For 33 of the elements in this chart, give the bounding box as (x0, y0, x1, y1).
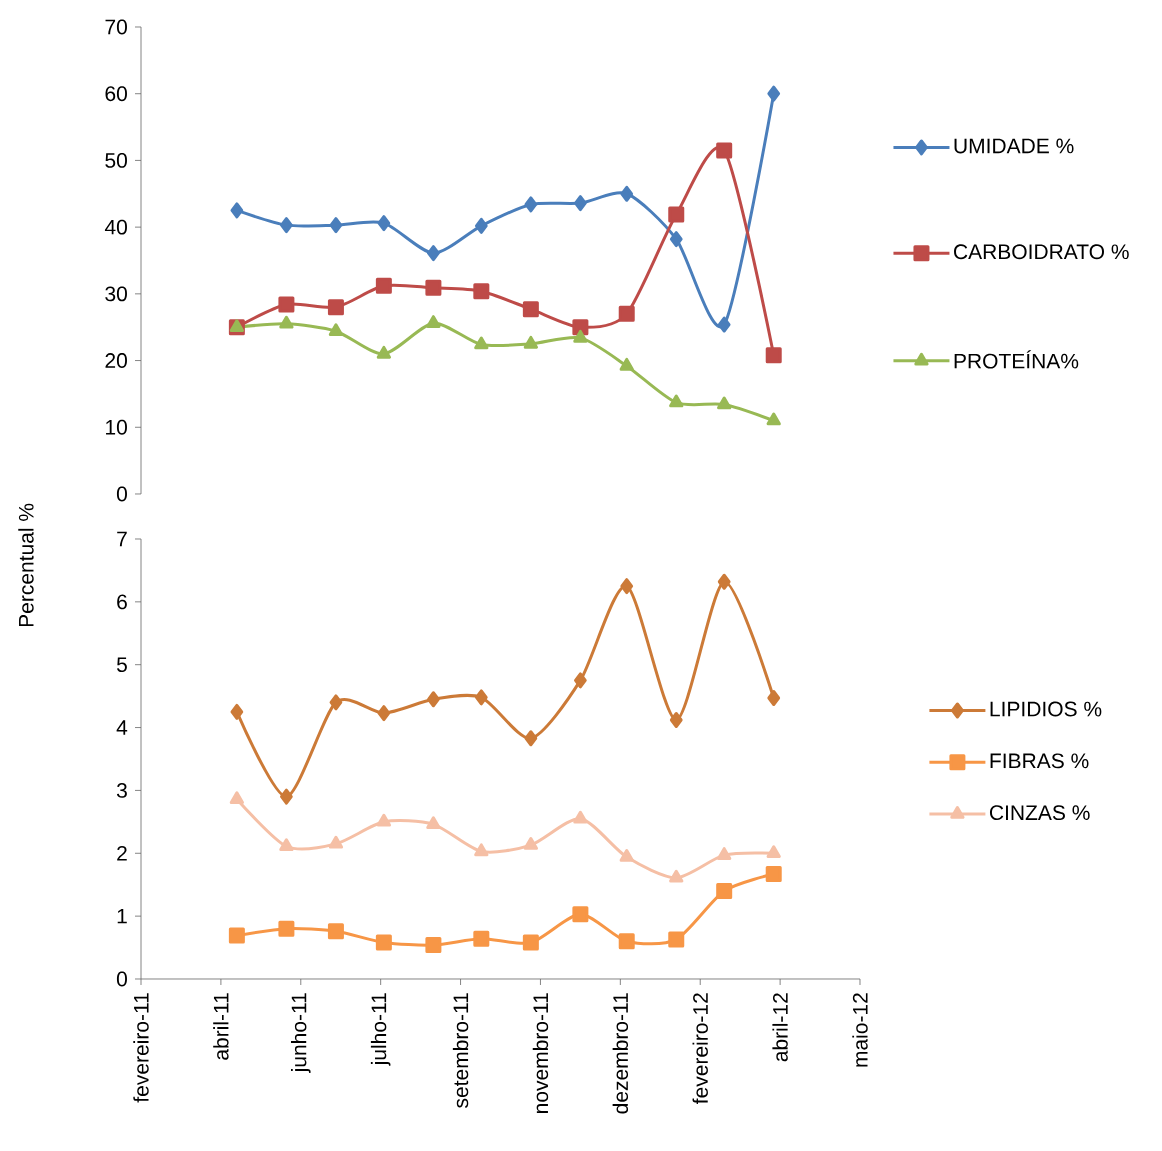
x-tick-label: fevereiro-11 (133, 993, 149, 1103)
y-tick-label: 0 (116, 486, 127, 502)
y-tick-label: 20 (105, 353, 127, 368)
y-tick-label: 2 (117, 845, 127, 861)
y-tick-label: 40 (104, 219, 127, 235)
legend-label: PROTEÍNA% (954, 350, 1079, 369)
y-tick-label: 6 (117, 594, 127, 610)
legend-label: CARBOIDRATO % (954, 244, 1129, 260)
y-tick-label: 0 (116, 971, 127, 987)
legend-label: UMIDADE % (954, 138, 1074, 154)
x-tick-label: abril-11 (213, 993, 229, 1060)
legend-label: FIBRAS % (990, 753, 1089, 769)
x-tick-label: junho-11 (291, 993, 311, 1073)
y-tick-label: 7 (117, 531, 127, 547)
x-tick-label: novembro-11 (532, 993, 549, 1113)
x-tick-label: setembro-11 (452, 993, 469, 1108)
x-tick-label: maio-12 (852, 993, 868, 1067)
y-tick-label: 5 (116, 657, 127, 673)
y-tick-label: 1 (117, 908, 127, 924)
legend-label: CINZAS % (989, 805, 1090, 821)
x-tick-label: julho-11 (370, 993, 391, 1066)
y-tick-label: 3 (116, 782, 127, 798)
y-tick-label: 4 (116, 720, 128, 735)
y-tick-label: 10 (106, 419, 127, 435)
x-tick-label: dezembro-11 (612, 993, 629, 1114)
y-tick-label: 50 (105, 152, 127, 168)
x-tick-label: fevereiro-12 (692, 993, 708, 1104)
y-tick-label: 30 (105, 286, 127, 302)
legend-label: LIPIDIOS % (990, 701, 1102, 717)
y-tick-label: 60 (105, 86, 127, 102)
y-tick-label: 70 (105, 19, 127, 35)
x-tick-label: abril-12 (772, 993, 788, 1062)
y-axis-title: Percentual % (18, 503, 34, 627)
